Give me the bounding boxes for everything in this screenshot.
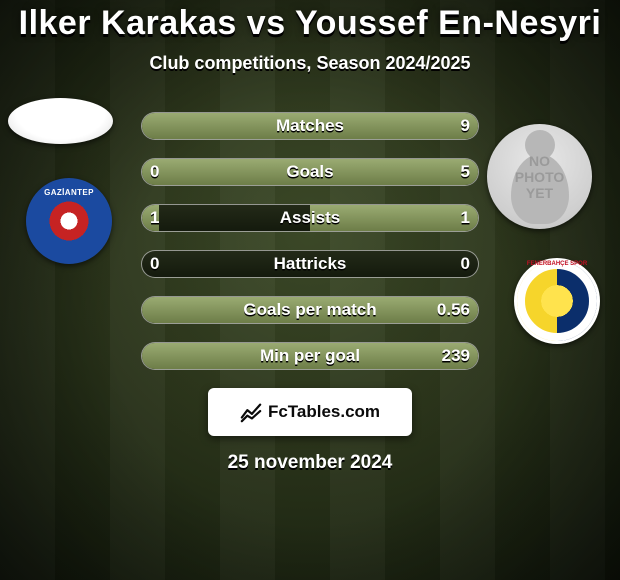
comparison-card: Ilker Karakas vs Youssef En-Nesyri Club …: [0, 0, 620, 580]
stat-hattricks: Hattricks0 0: [141, 250, 479, 278]
stat-matches: Matches9: [141, 112, 479, 140]
stat-label: Hattricks: [142, 251, 478, 277]
page-title: Ilker Karakas vs Youssef En-Nesyri: [19, 4, 602, 43]
stat-value-right: 0: [461, 251, 470, 277]
stat-mpg: Min per goal239: [141, 342, 479, 370]
stat-value-right: 5: [461, 159, 470, 185]
stat-assists: Assists1 1: [141, 204, 479, 232]
stat-label: Matches: [142, 113, 478, 139]
brand-link[interactable]: FcTables.com: [208, 388, 412, 436]
stat-value-right: 9: [461, 113, 470, 139]
club-left-badge: [26, 178, 112, 264]
stat-value-right: 0.56: [437, 297, 470, 323]
club-right-badge: [514, 258, 600, 344]
page-subtitle: Club competitions, Season 2024/2025: [149, 53, 470, 74]
stat-label: Assists: [142, 205, 478, 231]
stat-label: Goals per match: [142, 297, 478, 323]
player-left-avatar: [8, 98, 113, 144]
stat-value-right: 239: [442, 343, 470, 369]
player-right-avatar: NOPHOTO YET: [487, 124, 592, 229]
date-label: 25 november 2024: [228, 452, 393, 474]
chart-line-icon: [240, 401, 262, 423]
stat-label: Min per goal: [142, 343, 478, 369]
stat-rows: Matches9Goals05Assists11Hattricks00Goals…: [141, 112, 479, 370]
no-photo-label: NOPHOTO YET: [515, 153, 565, 201]
stat-goals: Goals0 5: [141, 158, 479, 186]
stat-value-left: 0: [150, 251, 159, 277]
stat-value-left: 1: [150, 205, 159, 231]
stat-value-left: 0: [150, 159, 159, 185]
brand-text: FcTables.com: [268, 402, 380, 422]
stat-value-right: 1: [461, 205, 470, 231]
stat-label: Goals: [142, 159, 478, 185]
stat-gpm: Goals per match0.56: [141, 296, 479, 324]
